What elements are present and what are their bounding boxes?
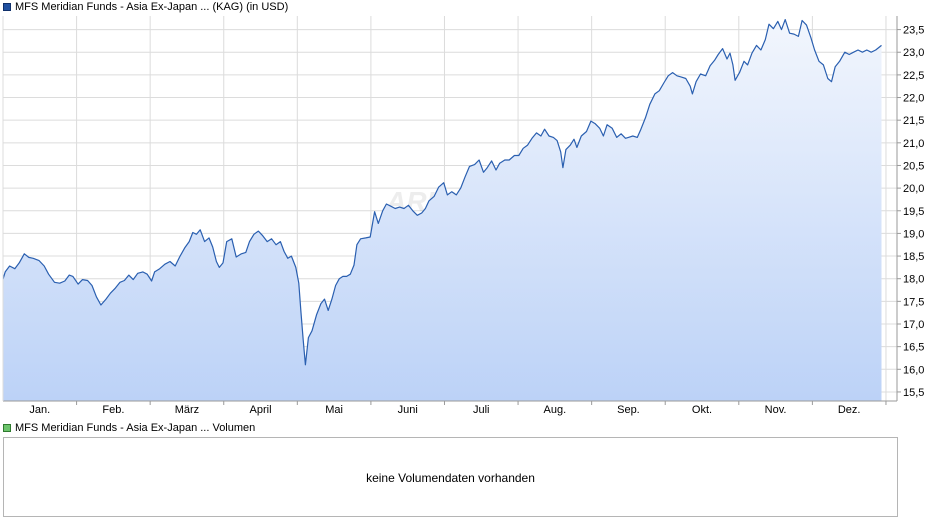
price-legend-label: MFS Meridian Funds - Asia Ex-Japan ... (… (15, 1, 289, 13)
x-tick-label: Mai (325, 404, 343, 416)
y-tick-label: 17,0 (903, 319, 924, 331)
volume-legend-label: MFS Meridian Funds - Asia Ex-Japan ... V… (15, 422, 256, 434)
x-tick-label: Sep. (617, 404, 640, 416)
y-tick-label: 16,0 (903, 364, 924, 376)
chart-axes (2, 16, 901, 405)
x-tick-label: Jan. (29, 404, 50, 416)
y-tick-label: 20,5 (903, 160, 924, 172)
x-tick-label: Juni (398, 404, 418, 416)
price-chart: ARIVA.DE 15,516,016,517,017,518,018,519,… (2, 16, 924, 416)
y-axis-tick-labels: 15,5 16,0 16,5 17,0 17,5 18,0 18,5 19,0 19,5 20,0… (903, 25, 924, 399)
y-tick-label: 19,0 (903, 228, 924, 240)
x-tick-label: Dez. (838, 404, 861, 416)
x-tick-label: April (250, 404, 272, 416)
price-line (2, 19, 882, 366)
volume-empty-message: keine Volumendaten vorhanden (366, 471, 535, 485)
y-tick-label: 21,5 (903, 115, 924, 127)
x-tick-label: Aug. (544, 404, 567, 416)
y-tick-label: 15,5 (903, 387, 924, 399)
x-tick-label: Juli (473, 404, 490, 416)
y-tick-label: 23,5 (903, 25, 924, 37)
price-legend-swatch (3, 3, 11, 11)
y-tick-label: 19,5 (903, 206, 924, 218)
x-axis-tick-labels: Jan. Feb. März April Mai Juni Juli Aug. Sep. Okt.… (29, 404, 860, 416)
y-tick-label: 18,0 (903, 274, 924, 286)
y-tick-label: 23,0 (903, 47, 924, 59)
x-tick-label: Feb. (102, 404, 124, 416)
x-tick-label: März (175, 404, 199, 416)
volume-legend-swatch (3, 424, 11, 432)
x-tick-label: Nov. (765, 404, 787, 416)
price-legend: MFS Meridian Funds - Asia Ex-Japan ... (… (3, 0, 288, 14)
volume-legend: MFS Meridian Funds - Asia Ex-Japan ... V… (3, 421, 255, 435)
volume-panel: keine Volumendaten vorhanden (3, 437, 898, 517)
y-tick-label: 21,0 (903, 138, 924, 150)
y-tick-label: 16,5 (903, 342, 924, 354)
y-tick-label: 22,0 (903, 93, 924, 105)
y-tick-label: 18,5 (903, 251, 924, 263)
price-area-fill (3, 19, 882, 401)
y-tick-label: 22,5 (903, 70, 924, 82)
y-tick-label: 17,5 (903, 296, 924, 308)
x-tick-label: Okt. (692, 404, 712, 416)
y-tick-label: 20,0 (903, 183, 924, 195)
